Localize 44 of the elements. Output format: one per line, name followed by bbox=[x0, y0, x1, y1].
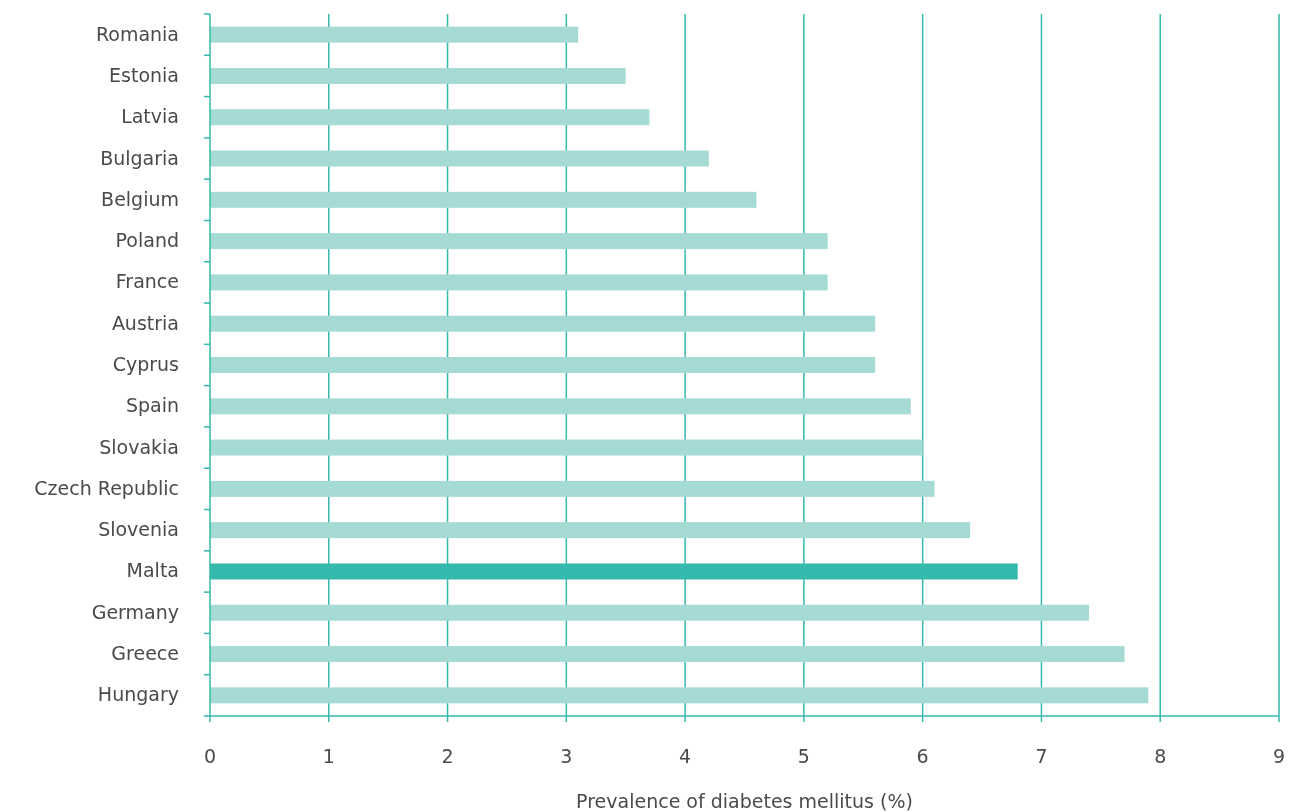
y-tick-label: Poland bbox=[115, 229, 179, 252]
y-tick-label: Greece bbox=[111, 642, 179, 665]
bar bbox=[210, 604, 1089, 621]
x-tick-label: 7 bbox=[1035, 745, 1048, 767]
y-tick-label: Slovakia bbox=[99, 435, 179, 458]
x-tick-label: 6 bbox=[916, 745, 929, 767]
y-tick-label: Bulgaria bbox=[100, 146, 179, 169]
bar bbox=[210, 646, 1125, 663]
y-tick-label: Austria bbox=[111, 311, 179, 334]
bar bbox=[210, 315, 876, 332]
bar bbox=[210, 274, 828, 291]
y-tick-label: Estonia bbox=[109, 63, 179, 86]
y-tick-label: Belgium bbox=[101, 187, 179, 210]
y-tick-label: Malta bbox=[126, 559, 179, 582]
bar bbox=[210, 67, 626, 84]
y-tick-label: Hungary bbox=[97, 683, 179, 706]
bar bbox=[210, 522, 971, 539]
x-tick-label: 5 bbox=[797, 745, 810, 767]
y-tick-label: Cyprus bbox=[112, 353, 179, 375]
bar bbox=[210, 357, 876, 373]
bar bbox=[210, 687, 1149, 704]
y-tick-label: Germany bbox=[91, 600, 179, 623]
y-tick-label: Latvia bbox=[121, 105, 179, 128]
x-tick-label: 2 bbox=[441, 745, 454, 767]
x-tick-label: 3 bbox=[560, 745, 573, 767]
bar bbox=[210, 233, 828, 250]
bar bbox=[210, 480, 935, 497]
bar bbox=[210, 150, 709, 167]
x-tick-label: 1 bbox=[322, 745, 335, 767]
x-tick-label: 4 bbox=[679, 745, 692, 767]
bar bbox=[210, 109, 650, 126]
x-tick-label: 9 bbox=[1272, 745, 1286, 767]
bar bbox=[210, 439, 923, 456]
y-tick-label: France bbox=[115, 270, 179, 293]
bar bbox=[210, 191, 757, 208]
y-tick-label: Slovenia bbox=[98, 518, 179, 541]
bar bbox=[210, 398, 911, 415]
y-tick-label: Romania bbox=[95, 22, 179, 45]
x-tick-label: 0 bbox=[203, 745, 217, 767]
y-tick-label: Czech Republic bbox=[34, 476, 179, 499]
x-axis-title: Prevalence of diabetes mellitus (%) bbox=[576, 790, 913, 812]
y-tick-label: Spain bbox=[125, 394, 179, 417]
bar bbox=[210, 26, 579, 43]
x-tick-label: 8 bbox=[1154, 745, 1167, 767]
